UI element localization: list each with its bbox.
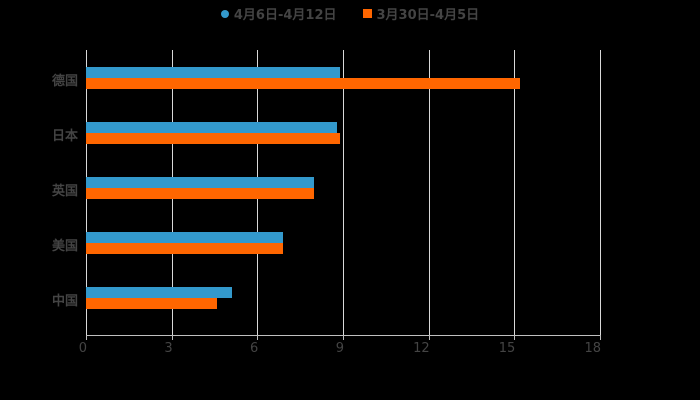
- bar-series-2[interactable]: [86, 78, 521, 89]
- y-category-label: 日本: [51, 129, 78, 144]
- y-category-label: 中国: [51, 294, 78, 309]
- gridline: [600, 50, 601, 335]
- y-category-label: 美国: [51, 239, 78, 254]
- x-tick: [600, 335, 601, 340]
- x-tick: [428, 335, 430, 340]
- x-tick: [86, 335, 87, 340]
- bar-series-2[interactable]: [86, 243, 284, 254]
- x-tick-label: 9: [335, 341, 344, 356]
- legend-marker-circle-icon: [220, 9, 229, 18]
- legend-item-series-1[interactable]: 4月6日-4月12日: [220, 4, 337, 23]
- bar-series-1[interactable]: [86, 287, 232, 298]
- x-tick-label: 3: [164, 341, 173, 356]
- x-tick: [257, 335, 259, 340]
- x-tick: [171, 335, 173, 340]
- legend-label: 4月6日-4月12日: [233, 8, 337, 23]
- bar-series-1[interactable]: [86, 67, 341, 78]
- x-axis-line: [86, 335, 601, 336]
- x-tick-label: 12: [413, 341, 430, 356]
- bar-series-2[interactable]: [86, 298, 218, 309]
- chart-legend: 4月6日-4月12日 3月30日-4月5日: [0, 4, 700, 23]
- plot-area: 0 3 6 9 12 15 18 德国日本英国美国中国: [52, 50, 601, 356]
- x-tick: [514, 335, 516, 340]
- x-tick-label: 18: [584, 341, 601, 356]
- legend-item-series-2[interactable]: 3月30日-4月5日: [362, 4, 480, 23]
- gridline: [514, 50, 516, 335]
- bar-series-1[interactable]: [86, 232, 284, 243]
- x-tick-label: 15: [498, 341, 516, 356]
- x-tick-label: 0: [78, 341, 87, 356]
- legend-label: 3月30日-4月5日: [376, 8, 480, 23]
- gridline: [343, 50, 344, 335]
- gridline: [428, 50, 430, 335]
- bar-series-2[interactable]: [86, 133, 341, 144]
- bar-series-1[interactable]: [86, 177, 315, 188]
- y-category-label: 德国: [51, 74, 78, 89]
- bar-series-1[interactable]: [86, 122, 338, 133]
- x-tick: [343, 335, 344, 340]
- bar-series-2[interactable]: [86, 188, 315, 199]
- legend-marker-square-icon: [362, 9, 372, 18]
- x-tick-label: 6: [250, 341, 259, 356]
- y-category-label: 英国: [51, 184, 78, 199]
